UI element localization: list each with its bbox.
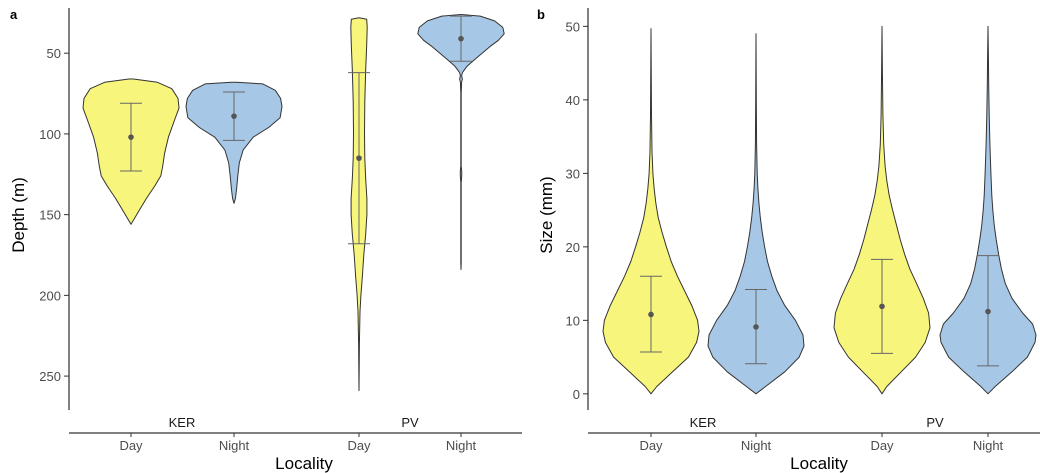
mean-point-b-pv-day: [879, 303, 885, 310]
mean-point-a-ker-night: [231, 113, 237, 119]
y-tick-label-a-100: 100: [39, 127, 61, 142]
y-axis-a: 50 100 150 200 250: [39, 8, 70, 410]
x-tick-label-b-ker-night: Night: [741, 438, 772, 453]
y-tick-label-b-50: 50: [566, 19, 580, 34]
size-violin-panel: b Size (mm) Locality 0 10 20 30 40 50 KER Day N…: [537, 7, 1040, 473]
violins-a: [82, 14, 505, 392]
y-tick-label-b-30: 30: [566, 166, 580, 181]
y-axis-b: 0 10 20 30 40 50: [566, 8, 589, 410]
x-axis-b: KER Day Night PV Day Night: [588, 415, 1040, 453]
group-label-b-pv: PV: [926, 415, 944, 430]
group-label-a-ker: KER: [169, 415, 196, 430]
y-axis-title-depth: Depth (m): [9, 177, 28, 253]
mean-point-b-ker-night: [753, 324, 759, 330]
mean-point-b-pv-night: [985, 308, 991, 315]
x-axis-a: KER Day Night PV Day Night: [69, 415, 522, 453]
violin-b-ker-night: [707, 33, 805, 395]
mean-point-a-pv-night: [458, 35, 464, 42]
group-label-a-pv: PV: [401, 415, 419, 430]
violin-b-pv-day: [833, 25, 931, 395]
x-tick-label-b-pv-night: Night: [973, 438, 1004, 453]
x-tick-label-b-ker-day: Day: [639, 438, 663, 453]
y-axis-title-size: Size (mm): [537, 176, 556, 253]
x-axis-title-locality-a: Locality: [275, 454, 333, 473]
y-tick-label-a-250: 250: [39, 369, 61, 384]
violin-b-ker-day: [602, 28, 700, 395]
y-tick-label-a-200: 200: [39, 288, 61, 303]
y-tick-label-b-20: 20: [566, 240, 580, 255]
y-tick-label-a-150: 150: [39, 208, 61, 223]
violin-a-pv-night: [417, 14, 505, 270]
panel-label-b: b: [537, 7, 545, 22]
y-tick-label-b-0: 0: [573, 387, 580, 402]
panel-label-a: a: [10, 7, 18, 22]
x-tick-label-a-pv-night: Night: [446, 438, 477, 453]
x-tick-label-a-ker-day: Day: [119, 438, 143, 453]
x-tick-label-a-pv-day: Day: [347, 438, 371, 453]
group-label-b-ker: KER: [690, 415, 717, 430]
mean-point-b-ker-day: [648, 311, 654, 318]
y-tick-label-a-50: 50: [47, 46, 61, 61]
x-axis-title-locality-b: Locality: [790, 454, 848, 473]
violin-a-ker-night: [185, 81, 283, 204]
violins-b: [602, 25, 1037, 395]
mean-point-a-pv-day: [356, 155, 362, 161]
x-tick-label-b-pv-day: Day: [870, 438, 894, 453]
mean-point-a-ker-day: [128, 134, 134, 140]
violin-b-pv-night: [939, 25, 1037, 395]
x-tick-label-a-ker-night: Night: [219, 438, 250, 453]
y-tick-label-b-10: 10: [566, 313, 580, 328]
depth-violin-panel: a Depth (m) Locality 50 100 150 200 250 KER D…: [9, 7, 522, 473]
y-tick-label-b-40: 40: [566, 93, 580, 108]
